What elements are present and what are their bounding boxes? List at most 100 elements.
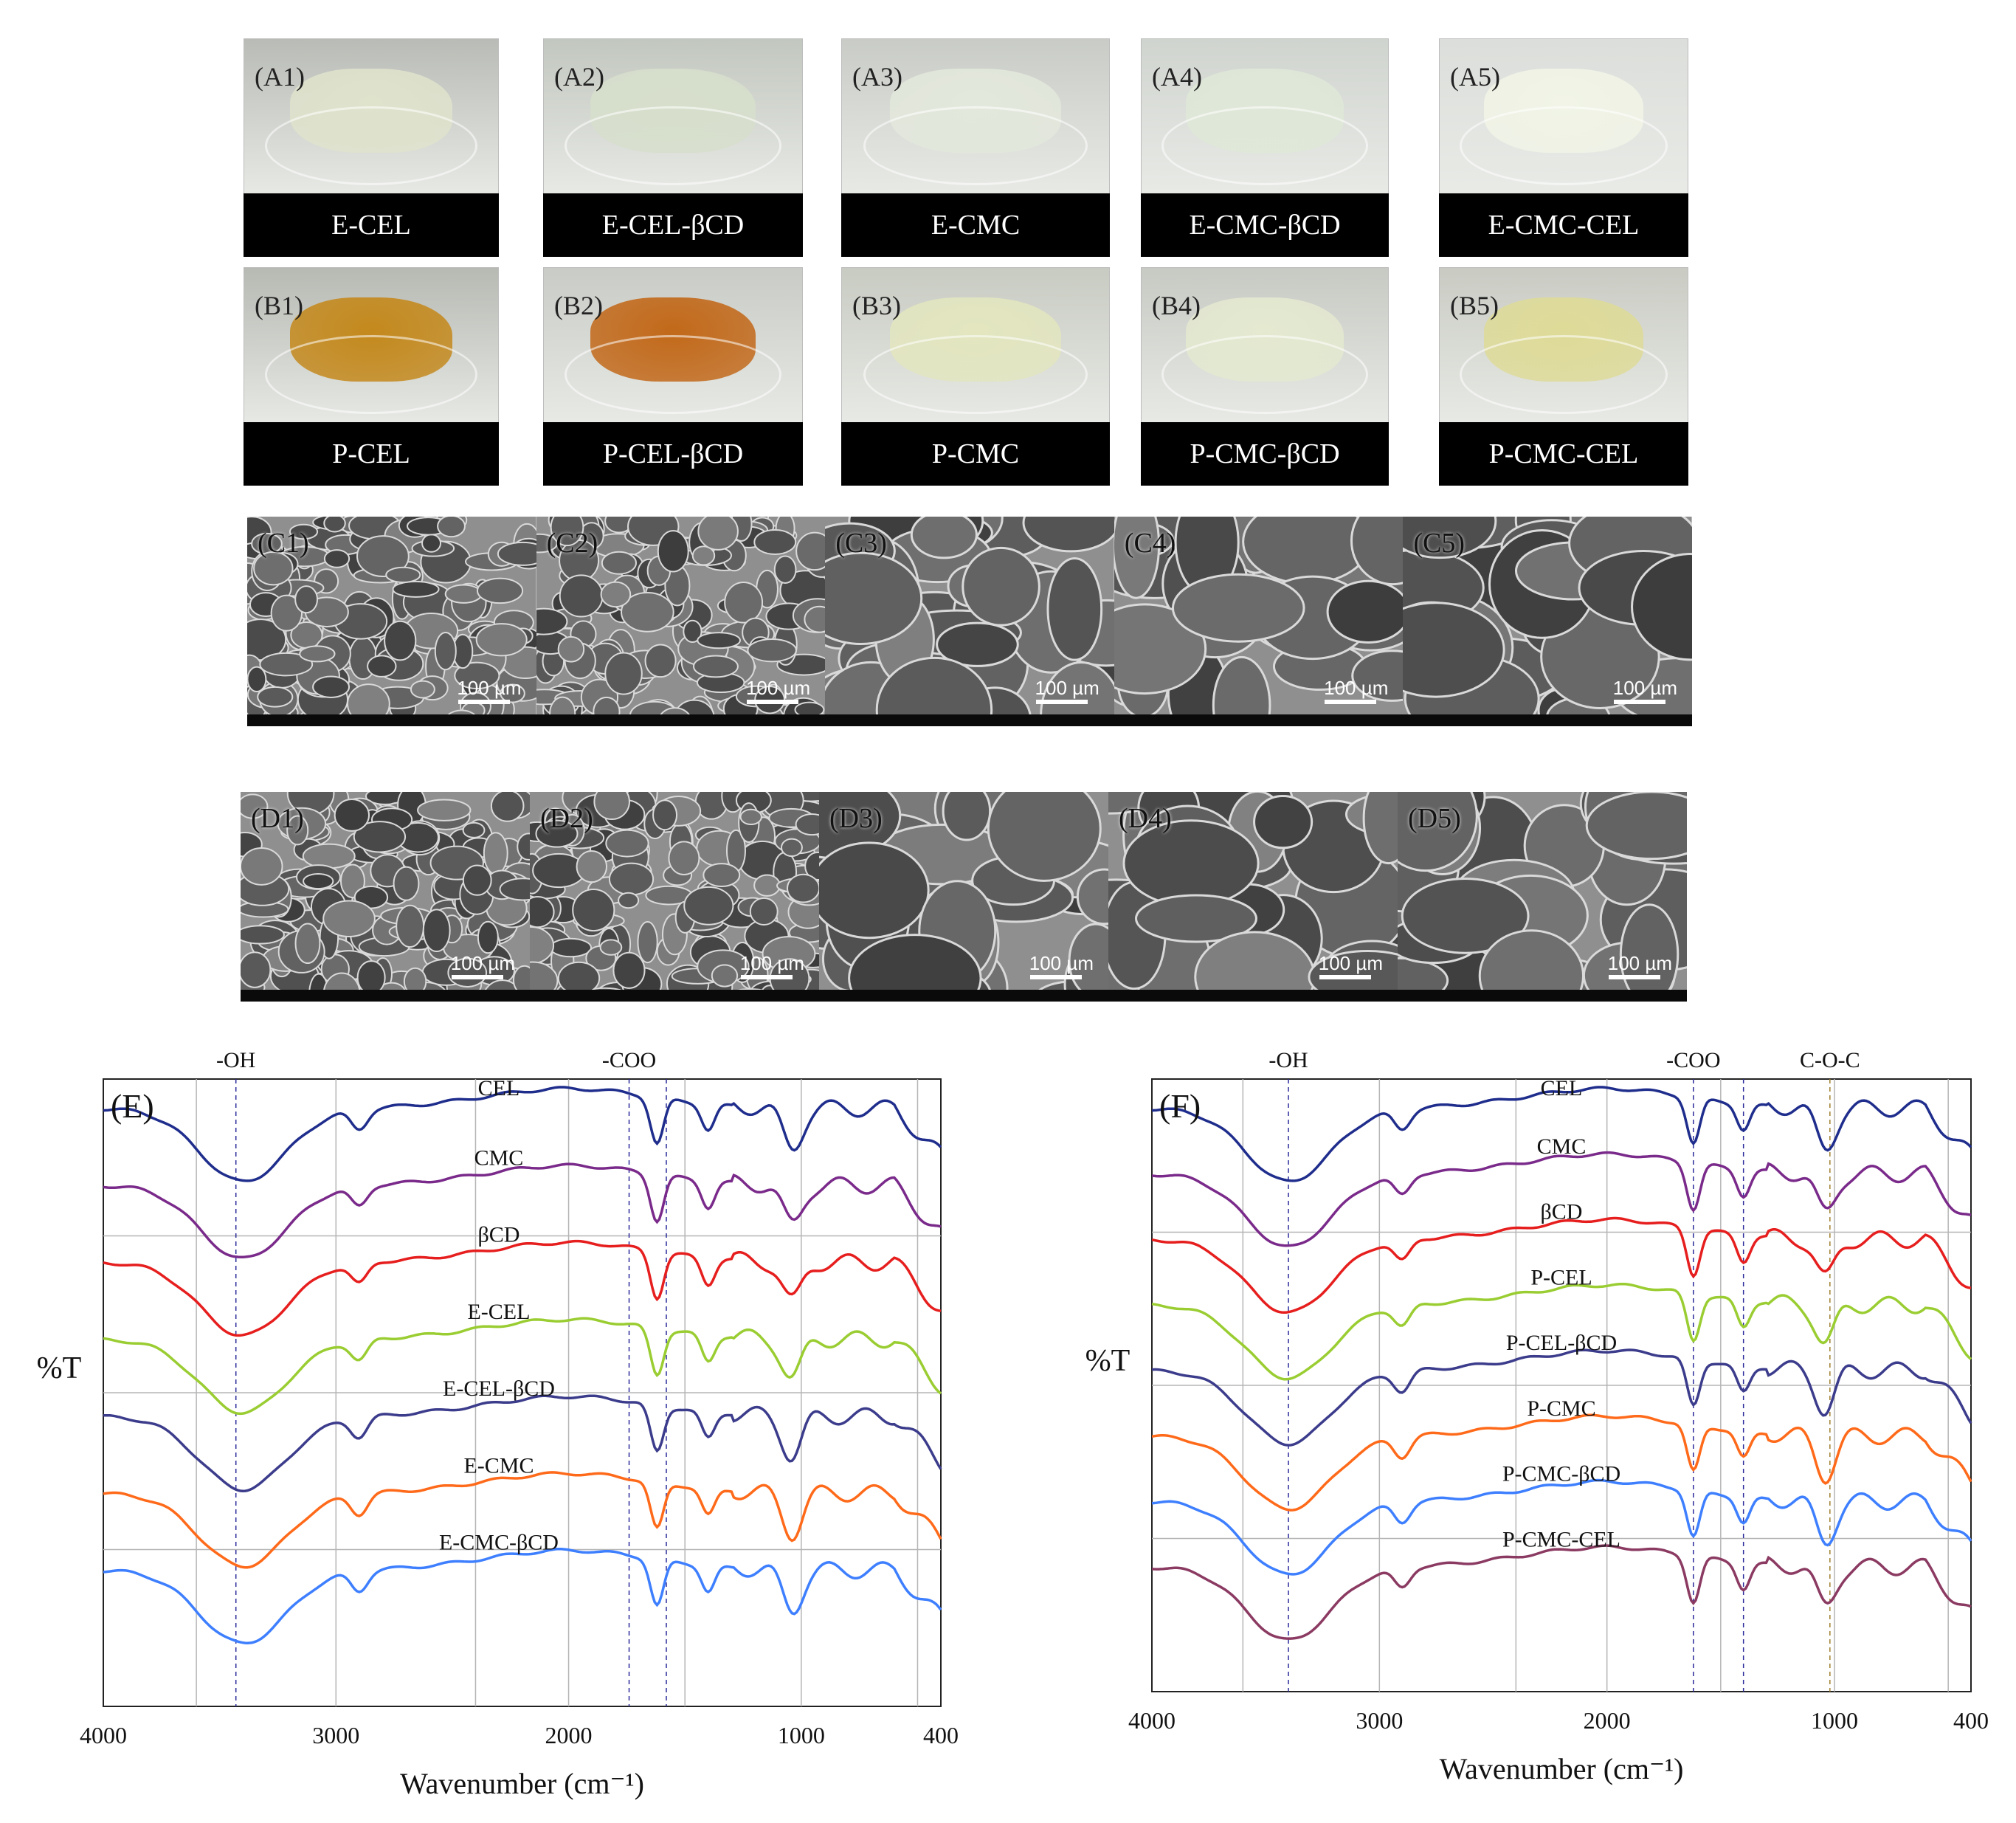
petri-dish bbox=[264, 106, 478, 185]
x-axis-label: Wavenumber (cm⁻¹) bbox=[1440, 1752, 1684, 1785]
spectrum--cd bbox=[103, 1239, 942, 1337]
scale-bar bbox=[458, 700, 510, 704]
x-tick-label: 4000 bbox=[80, 1722, 127, 1748]
sem-micrograph: (D5) 100 µm bbox=[1398, 792, 1687, 1002]
panel-label: (A3) bbox=[852, 62, 902, 92]
sem-info-strip bbox=[825, 714, 1114, 726]
sample-caption: E-CMC-βCD bbox=[1141, 193, 1389, 257]
sample-caption: P-CMC bbox=[841, 422, 1110, 486]
panel-label: (B3) bbox=[852, 291, 901, 320]
x-tick-label: 400 bbox=[923, 1722, 959, 1748]
spectrum-p-cel-cd bbox=[1151, 1348, 1972, 1447]
spectrum-p-cmc-cel bbox=[1151, 1544, 1972, 1640]
spectrum-p-cmc bbox=[1151, 1413, 1972, 1512]
scale-text: 100 µm bbox=[745, 677, 811, 699]
scale-text: 100 µm bbox=[1318, 952, 1383, 974]
sem-micrograph: (D3) 100 µm bbox=[819, 792, 1108, 1002]
peak-label: C-O-C bbox=[1800, 1048, 1860, 1072]
panel-label: (C3) bbox=[835, 528, 887, 559]
panel-letter: (F) bbox=[1159, 1087, 1201, 1125]
petri-dish bbox=[1459, 106, 1668, 185]
spectrum-e-cmc-cd bbox=[103, 1547, 942, 1644]
peak-label: -COO bbox=[602, 1048, 656, 1072]
panel-label: (A5) bbox=[1450, 62, 1500, 92]
x-tick-label: 2000 bbox=[1584, 1707, 1631, 1734]
peak-label: -COO bbox=[1666, 1048, 1720, 1072]
sem-info-strip bbox=[1108, 990, 1398, 1002]
sample-photo: (A3) bbox=[841, 38, 1110, 202]
sem-info-strip bbox=[819, 990, 1108, 1002]
petri-dish bbox=[1161, 334, 1369, 414]
scale-bar bbox=[747, 700, 799, 704]
petri-dish bbox=[1161, 106, 1369, 185]
scale-bar bbox=[1035, 700, 1088, 704]
series-label: P-CMC-CEL bbox=[1502, 1527, 1620, 1551]
scale-text: 100 µm bbox=[1612, 677, 1677, 699]
x-tick-label: 3000 bbox=[312, 1722, 359, 1748]
x-tick-label: 400 bbox=[1953, 1707, 1989, 1734]
sem-micrograph: (C5) 100 µm bbox=[1403, 517, 1692, 726]
spectrum-cel bbox=[1151, 1086, 1972, 1182]
sem-micrograph: (C3) 100 µm bbox=[825, 517, 1114, 726]
sem-info-strip bbox=[1403, 714, 1692, 726]
sem-info-strip bbox=[241, 990, 530, 1002]
sample-photo: (B3) bbox=[841, 267, 1110, 431]
sample-photo: (B5) bbox=[1439, 267, 1688, 431]
sample-photo: (B1) bbox=[244, 267, 499, 431]
panel-letter: (E) bbox=[111, 1087, 154, 1125]
sample-photo: (A5) bbox=[1439, 38, 1688, 202]
series-label: E-CMC bbox=[463, 1453, 534, 1478]
scale-text: 100 µm bbox=[450, 952, 515, 974]
x-tick-label: 3000 bbox=[1356, 1707, 1403, 1734]
panel-label: (D4) bbox=[1119, 803, 1172, 834]
sem-info-strip bbox=[247, 714, 536, 726]
peak-label: -OH bbox=[216, 1048, 255, 1072]
spectrum-e-cel bbox=[103, 1317, 942, 1416]
spectrum-cel bbox=[103, 1086, 942, 1182]
sample-photo: (A4) bbox=[1141, 38, 1389, 202]
sample-photo: (B4) bbox=[1141, 267, 1389, 431]
sample-caption: E-CEL-βCD bbox=[543, 193, 803, 257]
spectrum-cmc bbox=[1151, 1151, 1972, 1247]
scale-text: 100 µm bbox=[1607, 952, 1672, 974]
panel-label: (C1) bbox=[258, 528, 309, 559]
sem-micrograph: (D2) 100 µm bbox=[530, 792, 819, 1002]
ftir-chart-f: -OH -COO C-O-C CEL CMC βCD P-CEL P-CEL-βCD P-CMC… bbox=[1085, 1048, 1989, 1785]
sem-micrograph: (D4) 100 µm bbox=[1108, 792, 1398, 1002]
series-label: CEL bbox=[478, 1076, 520, 1100]
scale-bar bbox=[1609, 975, 1660, 979]
panel-label: (D2) bbox=[540, 803, 593, 834]
series-label: P-CEL-βCD bbox=[1506, 1331, 1617, 1355]
sample-caption: E-CMC-CEL bbox=[1439, 193, 1688, 257]
sem-info-strip bbox=[1398, 990, 1687, 1002]
sem-micrograph: (C1) 100 µm bbox=[247, 517, 536, 726]
sem-micrograph: (D1) 100 µm bbox=[241, 792, 530, 1002]
series-label: E-CEL bbox=[467, 1300, 530, 1324]
panel-label: (C5) bbox=[1413, 528, 1466, 559]
petri-dish bbox=[565, 334, 781, 414]
sample-photo: (A2) bbox=[543, 38, 803, 202]
scale-bar bbox=[1030, 975, 1082, 979]
x-tick-label: 1000 bbox=[778, 1722, 825, 1748]
spectrum--cd bbox=[1151, 1216, 1972, 1314]
y-axis-label: %T bbox=[37, 1351, 82, 1385]
series-label: CMC bbox=[1537, 1134, 1587, 1159]
spectrum-p-cel bbox=[1151, 1282, 1972, 1381]
x-axis-label: Wavenumber (cm⁻¹) bbox=[400, 1767, 644, 1800]
spectrum-e-cmc bbox=[103, 1471, 942, 1569]
scale-text: 100 µm bbox=[1035, 677, 1100, 699]
sample-photo: (B2) bbox=[543, 267, 803, 431]
panel-label: (C4) bbox=[1124, 528, 1176, 559]
sample-caption: P-CEL-βCD bbox=[543, 422, 803, 486]
series-label: P-CEL bbox=[1530, 1265, 1592, 1289]
scale-bar bbox=[1319, 975, 1371, 979]
petri-dish bbox=[264, 334, 478, 414]
scale-text: 100 µm bbox=[1029, 952, 1094, 974]
x-tick-label: 4000 bbox=[1128, 1707, 1176, 1734]
scale-text: 100 µm bbox=[457, 677, 522, 699]
panel-label: (A2) bbox=[554, 62, 604, 92]
sem-micrograph: (C4) 100 µm bbox=[1114, 517, 1404, 726]
series-label: P-CMC-βCD bbox=[1502, 1462, 1620, 1486]
sample-photo: (A1) bbox=[244, 38, 499, 202]
sample-caption: P-CEL bbox=[244, 422, 499, 486]
